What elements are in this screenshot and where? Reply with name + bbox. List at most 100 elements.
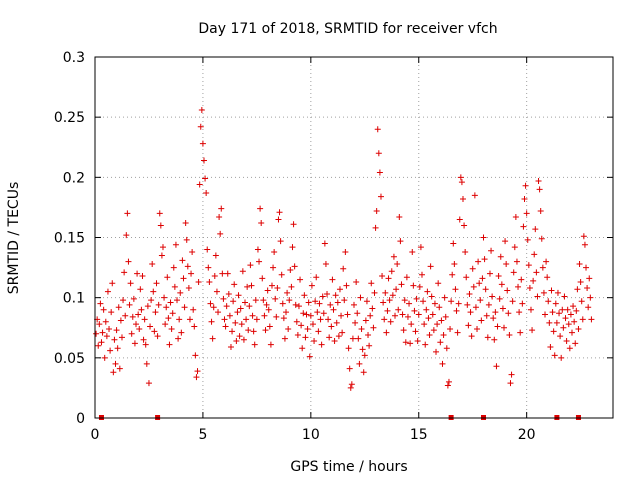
data-point — [461, 222, 468, 229]
data-point — [510, 269, 517, 276]
data-point — [138, 306, 145, 313]
data-point — [155, 301, 162, 308]
data-point — [148, 297, 155, 304]
data-point — [532, 226, 539, 233]
data-point — [308, 282, 315, 289]
data-point — [353, 279, 360, 286]
data-point — [199, 140, 206, 147]
data-point — [506, 331, 513, 338]
data-point — [390, 253, 397, 260]
data-point — [181, 304, 188, 311]
data-point — [168, 325, 175, 332]
data-point — [298, 322, 305, 329]
data-point — [523, 210, 530, 217]
data-point — [354, 310, 361, 317]
data-point — [215, 309, 222, 316]
data-point — [289, 244, 296, 251]
data-point — [587, 294, 594, 301]
data-point — [585, 304, 592, 311]
data-point — [539, 264, 546, 271]
data-point — [142, 341, 149, 348]
data-point — [511, 244, 518, 251]
data-point — [423, 306, 430, 313]
data-point — [580, 233, 587, 240]
data-point — [317, 316, 324, 323]
data-point — [512, 214, 519, 221]
y-tick-label: 0.25 — [54, 110, 85, 126]
data-point — [224, 270, 231, 277]
data-point — [122, 312, 129, 319]
data-point — [97, 300, 104, 307]
data-point — [549, 309, 556, 316]
data-point — [114, 345, 121, 352]
data-point — [565, 321, 572, 328]
data-point — [475, 258, 482, 265]
data-point — [141, 316, 148, 323]
data-point — [513, 258, 520, 265]
data-point — [535, 177, 542, 184]
data-point — [254, 246, 261, 253]
data-point — [183, 236, 190, 243]
data-point — [246, 303, 253, 310]
data-point — [429, 311, 436, 318]
y-tick-label: 0.15 — [54, 231, 85, 247]
data-point — [450, 240, 457, 247]
data-point — [152, 309, 159, 316]
data-point — [144, 303, 151, 310]
data-point — [478, 317, 485, 324]
data-point — [192, 352, 199, 359]
data-point — [507, 380, 514, 387]
data-point — [264, 287, 271, 294]
data-point — [163, 304, 170, 311]
data-point — [304, 325, 311, 332]
data-point — [499, 305, 506, 312]
data-point — [305, 299, 312, 306]
data-point — [527, 306, 534, 313]
data-point — [349, 335, 356, 342]
data-point — [286, 297, 293, 304]
data-point — [583, 264, 590, 271]
data-point — [472, 304, 479, 311]
data-point — [113, 327, 120, 334]
data-point — [428, 293, 435, 300]
data-point — [297, 276, 304, 283]
data-point — [494, 323, 501, 330]
data-point — [288, 283, 295, 290]
data-point — [200, 157, 207, 164]
data-point — [133, 321, 140, 328]
data-point — [252, 297, 259, 304]
data-point — [388, 268, 395, 275]
y-axis-ticks: 0 0.05 0.1 0.15 0.2 0.25 0.3 — [54, 50, 613, 427]
data-point — [334, 299, 341, 306]
data-point — [469, 265, 476, 272]
data-point — [223, 303, 230, 310]
data-point — [320, 310, 327, 317]
data-point — [412, 328, 419, 335]
data-point — [427, 263, 434, 270]
data-point — [338, 312, 345, 319]
data-point — [253, 316, 260, 323]
data-point — [268, 282, 275, 289]
data-point — [411, 307, 418, 314]
data-point — [435, 280, 442, 287]
data-point — [524, 236, 531, 243]
data-point — [140, 336, 147, 343]
data-point — [342, 248, 349, 255]
data-point — [488, 247, 495, 254]
data-point — [352, 319, 359, 326]
data-point — [307, 312, 314, 319]
data-point — [344, 311, 351, 318]
data-point — [227, 344, 234, 351]
data-point — [414, 337, 421, 344]
data-point — [209, 335, 216, 342]
data-point — [413, 295, 420, 302]
data-point — [484, 334, 491, 341]
data-point — [318, 341, 325, 348]
data-point — [238, 321, 245, 328]
data-point — [100, 306, 107, 313]
data-point — [368, 280, 375, 287]
data-point — [275, 216, 282, 223]
data-point — [226, 312, 233, 319]
data-point — [515, 283, 522, 290]
